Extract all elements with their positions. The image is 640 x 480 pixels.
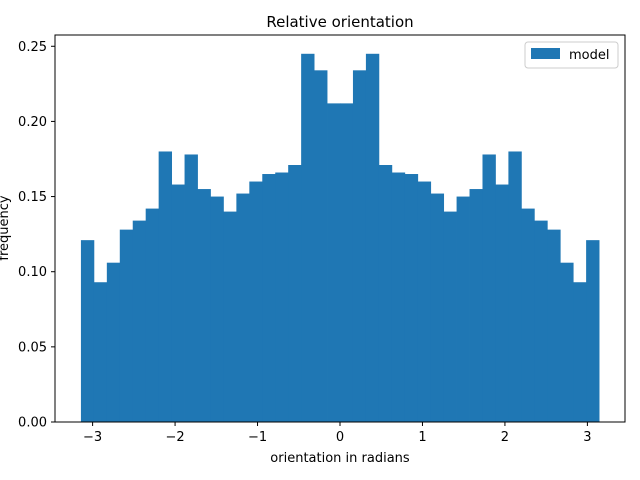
histogram-bar <box>236 193 250 422</box>
x-tick-label: 0 <box>336 430 344 445</box>
histogram-bar <box>184 154 198 422</box>
histogram-bar <box>469 189 483 422</box>
histogram-bar <box>430 193 445 422</box>
y-tick-label: 0.05 <box>18 340 47 355</box>
histogram-bar <box>106 262 121 422</box>
histogram-bar <box>508 151 522 423</box>
histogram-bar <box>132 220 147 422</box>
histogram-bar <box>80 240 95 422</box>
histogram-bar <box>365 53 380 422</box>
histogram-bar <box>314 70 328 422</box>
histogram-bar <box>119 229 134 422</box>
bars-group <box>80 53 600 423</box>
histogram-bar <box>443 211 457 422</box>
histogram-bar <box>417 181 432 422</box>
histogram-bar <box>171 184 185 422</box>
y-tick-label: 0.00 <box>18 416 47 431</box>
x-axis: −3 −2 −1 0 1 2 3 <box>83 422 592 445</box>
histogram-bar <box>482 154 496 422</box>
x-tick-label: −3 <box>83 430 102 445</box>
histogram-bar <box>586 240 600 422</box>
histogram-bar <box>145 208 160 422</box>
y-tick-label: 0.15 <box>18 190 47 205</box>
y-tick-label: 0.10 <box>18 265 47 280</box>
x-tick-label: −1 <box>248 430 267 445</box>
histogram-bar <box>275 172 289 422</box>
legend-swatch <box>531 48 560 59</box>
x-tick-label: 1 <box>418 430 426 445</box>
histogram-bar <box>223 211 237 422</box>
histogram-bar <box>456 196 470 422</box>
histogram-bar <box>378 165 393 422</box>
histogram-bar <box>288 165 302 422</box>
legend: model <box>524 41 619 69</box>
legend-label: model <box>569 48 609 63</box>
x-axis-label: orientation in radians <box>270 451 410 466</box>
histogram-bar <box>391 172 406 422</box>
histogram-bar <box>327 103 341 423</box>
histogram-bar <box>340 103 354 423</box>
histogram-bar <box>197 189 211 422</box>
y-axis-label: frequency <box>0 195 12 261</box>
histogram-bar <box>495 184 509 422</box>
y-axis: 0.00 0.05 0.10 0.15 0.20 0.25 <box>18 40 55 431</box>
y-tick-label: 0.25 <box>18 40 47 55</box>
histogram-bar <box>534 220 548 422</box>
histogram-bar <box>521 208 535 422</box>
chart-title: Relative orientation <box>266 13 413 31</box>
x-tick-label: 3 <box>583 430 591 445</box>
histogram-bar <box>301 53 315 422</box>
histogram-bar <box>249 181 263 422</box>
histogram-bar <box>547 229 561 422</box>
histogram-bar <box>158 151 173 423</box>
histogram-bar <box>210 196 224 422</box>
histogram-bar <box>262 174 276 422</box>
histogram-bar <box>573 282 587 422</box>
x-tick-label: 2 <box>501 430 509 445</box>
x-tick-label: −2 <box>165 430 184 445</box>
y-tick-label: 0.20 <box>18 115 47 130</box>
histogram-bar <box>352 70 367 422</box>
histogram-bar <box>93 282 108 422</box>
histogram-bar <box>404 174 419 422</box>
histogram-bar <box>560 262 574 422</box>
